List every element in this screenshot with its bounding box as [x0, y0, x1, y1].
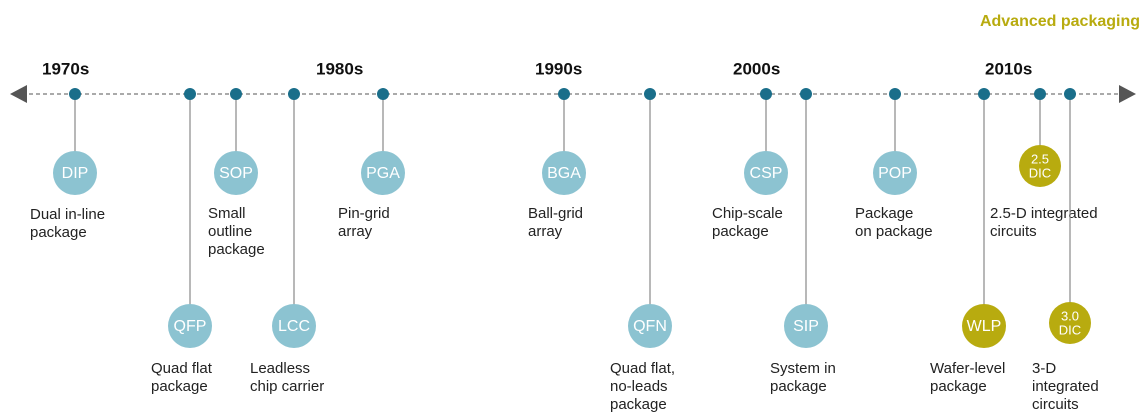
package-badge [962, 304, 1006, 348]
package-description: no-leads [610, 378, 668, 395]
package-description: Quad flat, [610, 360, 675, 377]
package-description: circuits [990, 223, 1037, 240]
timeline-dot [69, 88, 81, 100]
package-badge [361, 151, 405, 195]
package-abbr: LCC [278, 318, 310, 335]
package-abbr: 2.5 [1031, 151, 1049, 166]
package-abbr: SIP [793, 318, 819, 335]
package-abbr: CSP [750, 165, 783, 182]
package-abbr: POP [878, 165, 912, 182]
package-description: package [30, 224, 87, 241]
package-badge [53, 151, 97, 195]
package-description: Ball-grid [528, 205, 583, 222]
timeline-dot [377, 88, 389, 100]
package-description: Leadless [250, 360, 310, 377]
package-description: chip carrier [250, 378, 324, 395]
decade-label: 1980s [316, 59, 363, 78]
package-badge [784, 304, 828, 348]
package-description: package [610, 396, 667, 413]
timeline-dot [889, 88, 901, 100]
timeline-dot [230, 88, 242, 100]
package-badge [542, 151, 586, 195]
package-description: package [712, 223, 769, 240]
package-abbr: DIC [1029, 165, 1051, 180]
package-abbr: PGA [366, 165, 400, 182]
package-description: Pin-grid [338, 205, 390, 222]
package-badge [214, 151, 258, 195]
package-abbr: QFN [633, 318, 667, 335]
timeline-dot [800, 88, 812, 100]
package-abbr: SOP [219, 165, 253, 182]
package-description: array [528, 223, 563, 240]
package-description: 2.5-D integrated [990, 205, 1098, 222]
package-description: Wafer-level [930, 360, 1005, 377]
timeline-dot [558, 88, 570, 100]
timeline-dot [978, 88, 990, 100]
package-description: 3-D [1032, 360, 1056, 377]
package-badge [1019, 145, 1061, 187]
timeline-dot [644, 88, 656, 100]
package-description: circuits [1032, 396, 1079, 413]
timeline-dot [1064, 88, 1076, 100]
package-description: Quad flat [151, 360, 213, 377]
package-badge [1049, 302, 1091, 344]
timeline-dot [760, 88, 772, 100]
package-description: on package [855, 223, 933, 240]
package-description: package [930, 378, 987, 395]
decade-label: 1990s [535, 59, 582, 78]
package-description: array [338, 223, 373, 240]
package-badge [873, 151, 917, 195]
timeline-dot [184, 88, 196, 100]
package-abbr: QFP [174, 318, 207, 335]
package-description: package [208, 241, 265, 258]
package-badge [272, 304, 316, 348]
package-description: integrated [1032, 378, 1099, 395]
package-badge [744, 151, 788, 195]
package-description: outline [208, 223, 252, 240]
package-badge [168, 304, 212, 348]
package-badge [628, 304, 672, 348]
package-description: Package [855, 205, 913, 222]
package-abbr: 3.0 [1061, 308, 1079, 323]
package-abbr: DIP [62, 165, 89, 182]
package-description: package [151, 378, 208, 395]
timeline-dot [1034, 88, 1046, 100]
header-title: Advanced packaging [980, 13, 1140, 30]
package-abbr: DIC [1059, 322, 1081, 337]
package-description: package [770, 378, 827, 395]
decade-label: 2010s [985, 59, 1032, 78]
package-abbr: WLP [967, 318, 1002, 335]
package-abbr: BGA [547, 165, 581, 182]
timeline-dot [288, 88, 300, 100]
arrow-right [1119, 85, 1136, 103]
decade-label: 1970s [42, 59, 89, 78]
package-description: Chip-scale [712, 205, 783, 222]
package-description: System in [770, 360, 836, 377]
package-description: Small [208, 205, 246, 222]
package-description: Dual in-line [30, 206, 105, 223]
decade-label: 2000s [733, 59, 780, 78]
arrow-left [10, 85, 27, 103]
